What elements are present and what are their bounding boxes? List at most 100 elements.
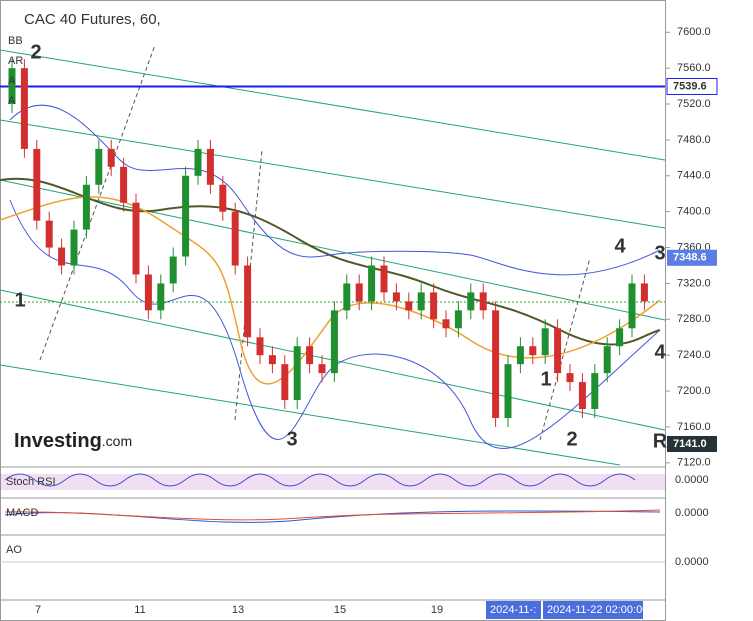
candle-body <box>516 346 524 365</box>
annotation: 2 <box>30 41 41 63</box>
panel-zero-label: 0.0000 <box>675 474 709 486</box>
candle-body <box>541 328 549 356</box>
date-cursor: 2024-11-: <box>490 604 536 616</box>
candle-body <box>355 283 363 302</box>
price-tag: 7348.6 <box>673 252 707 264</box>
candle-body <box>244 265 252 338</box>
x-tick-label: 7 <box>35 604 41 616</box>
candle-body <box>144 274 152 311</box>
candle-body <box>368 265 376 302</box>
candle-body <box>529 346 537 356</box>
candle-body <box>206 148 214 185</box>
candle-body <box>330 310 338 374</box>
logo: Investing.com <box>14 430 132 452</box>
candle-body <box>8 68 16 105</box>
signal-line <box>4 509 661 521</box>
bollinger-lower <box>9 199 661 449</box>
date-cursor-bg <box>543 601 643 619</box>
y-tick-label: 7560.0 <box>677 62 711 74</box>
candle-body <box>442 319 450 329</box>
candle-body <box>479 292 487 311</box>
x-tick-label: 13 <box>232 604 244 616</box>
candle-body <box>578 382 586 410</box>
candle-body <box>566 373 574 383</box>
y-tick-label: 7120.0 <box>677 457 711 469</box>
candle-body <box>591 373 599 410</box>
candle-body <box>107 148 115 167</box>
date-cursor-bg <box>486 601 541 619</box>
chart-title: CAC 40 Futures, 60, <box>24 11 161 28</box>
date-cursor: 2024-11-22 02:00:00 <box>547 604 648 616</box>
y-tick-label: 7440.0 <box>677 170 711 182</box>
candle-body <box>20 68 28 149</box>
candle-body <box>417 292 425 311</box>
y-tick-label: 7160.0 <box>677 421 711 433</box>
x-tick-label: 11 <box>134 604 145 616</box>
candle-body <box>492 310 500 418</box>
candle-body <box>640 283 648 302</box>
price-tag-bg <box>666 77 718 95</box>
indicator-label: A <box>8 75 16 87</box>
logo-word: Investing <box>14 430 102 452</box>
annotation: 3 <box>286 428 297 450</box>
candle-body <box>318 364 326 374</box>
x-tick-label: 15 <box>334 604 346 616</box>
x-tick-label: 19 <box>431 604 443 616</box>
candle-body <box>454 310 462 329</box>
candle-body <box>182 175 190 257</box>
candle-body <box>70 229 78 266</box>
y-tick-label: 7320.0 <box>677 277 711 289</box>
indicator-label: BB <box>8 35 23 47</box>
panel-zero-label: 0.0000 <box>675 556 709 568</box>
candle-body <box>169 256 177 284</box>
candle-body <box>219 184 227 212</box>
candle-body <box>380 265 388 293</box>
y-tick-label: 7200.0 <box>677 385 711 397</box>
candle-body <box>603 346 611 374</box>
candle-body <box>157 283 165 311</box>
annotation: R <box>653 430 668 452</box>
candle-body <box>467 292 475 311</box>
candle-body <box>132 202 140 275</box>
candle-body <box>256 337 264 356</box>
candle-body <box>268 355 276 365</box>
y-tick-label: 7240.0 <box>677 349 711 361</box>
candle-body <box>430 292 438 320</box>
stoch-line <box>4 473 636 487</box>
candle-body <box>82 184 90 230</box>
y-tick-label: 7280.0 <box>677 313 711 325</box>
candle-body <box>120 166 128 203</box>
annotation: 4 <box>614 235 626 257</box>
y-tick-label: 7480.0 <box>677 134 711 146</box>
price-tag: 7141.0 <box>673 438 707 450</box>
y-tick-label: 7400.0 <box>677 206 711 218</box>
panel-zero-label: 0.0000 <box>675 507 709 519</box>
panel-name: Stoch RSI <box>6 476 56 488</box>
indicator-label: AR <box>8 55 23 67</box>
candle-body <box>628 283 636 329</box>
panel-name: MACD <box>6 507 38 519</box>
candle-body <box>45 220 53 248</box>
candle-body <box>281 364 289 401</box>
candle-body <box>504 364 512 418</box>
annotation: 1 <box>14 289 25 311</box>
annotation: 2 <box>566 428 577 450</box>
annotation: 3 <box>654 242 665 264</box>
indicator-label: A <box>8 95 16 107</box>
annotation: 1 <box>540 368 551 390</box>
price-tag: 7539.6 <box>673 80 707 92</box>
panel-name: AO <box>6 544 22 556</box>
candle-body <box>95 148 103 185</box>
candle-body <box>33 148 41 221</box>
logo-suffix: .com <box>102 433 132 449</box>
candle-body <box>293 346 301 401</box>
candle-body <box>343 283 351 311</box>
candle-body <box>392 292 400 302</box>
candle-body <box>194 148 202 176</box>
price-tag-bg <box>667 435 717 452</box>
candle-body <box>554 328 562 374</box>
stoch-band <box>0 474 665 490</box>
candle-body <box>306 346 314 365</box>
